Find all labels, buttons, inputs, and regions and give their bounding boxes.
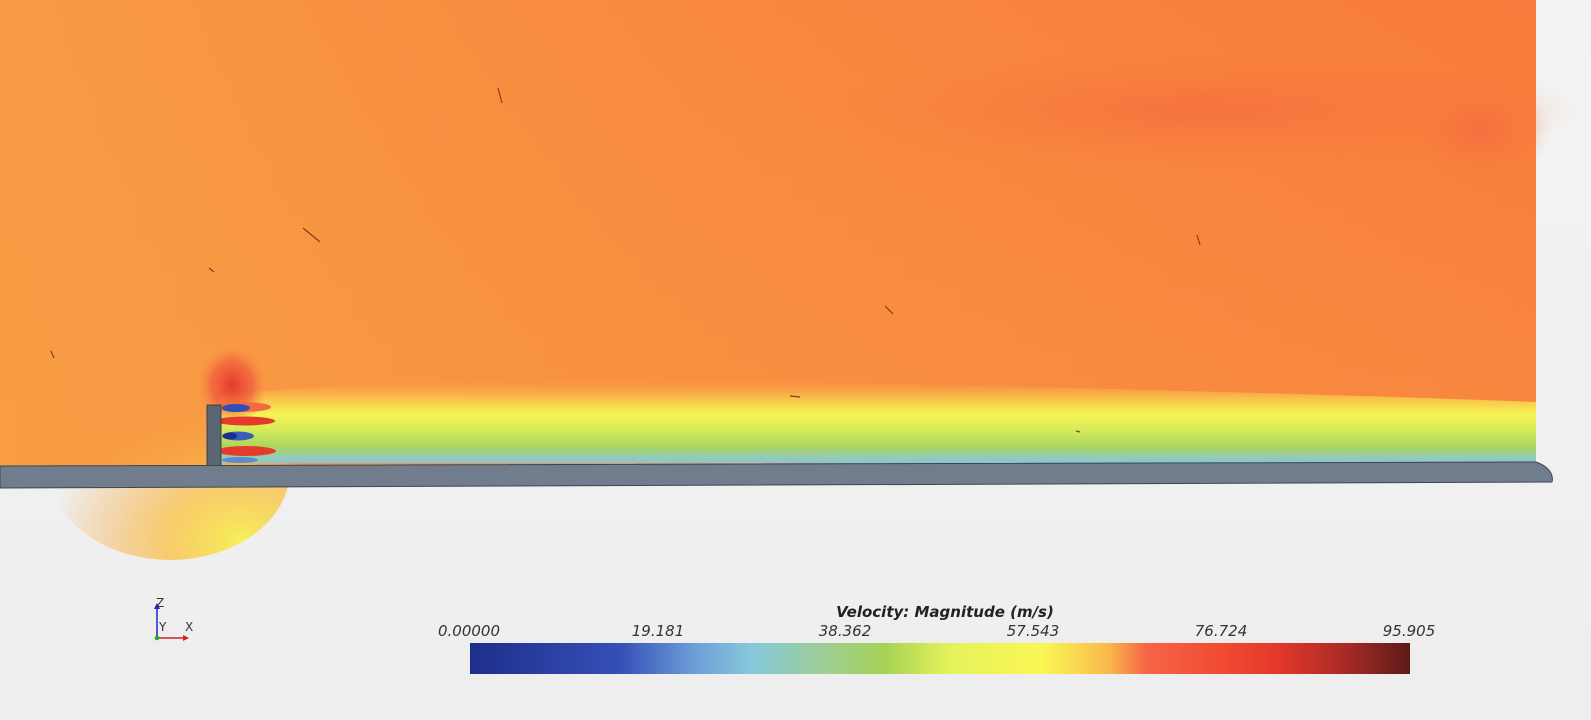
vortex-streaks	[215, 402, 276, 463]
field-high-velocity-zone-2	[1410, 80, 1550, 180]
colorbar-tick-label: 0.00000	[437, 622, 501, 640]
ground-plate	[0, 461, 1553, 489]
triad-x-label: X	[185, 620, 194, 634]
colorbar-tick-label: 57.543	[1006, 622, 1060, 640]
colorbar-gradient	[470, 643, 1410, 674]
triad-arrows-icon	[154, 603, 189, 641]
colorbar-legend[interactable]: Velocity: Magnitude (m/s) 0.00000 19.181…	[420, 600, 1470, 680]
field-high-velocity-zone	[820, 50, 1580, 170]
wake-band	[220, 379, 1536, 463]
colorbar-tick-label: 76.724	[1194, 622, 1248, 640]
obstacle-plate	[206, 404, 222, 468]
triad-y-label: Y	[159, 620, 167, 634]
colorbar-tick-label: 38.362	[818, 622, 872, 640]
colorbar-tick-label: 19.181	[631, 622, 685, 640]
particle-marks	[50, 87, 1201, 433]
colorbar-tick-label: 95.905	[1382, 622, 1436, 640]
triad-z-label: Z	[156, 596, 165, 610]
colorbar-title: Velocity: Magnitude (m/s)	[836, 603, 1054, 621]
axis-triad: Z Y X	[150, 595, 200, 645]
